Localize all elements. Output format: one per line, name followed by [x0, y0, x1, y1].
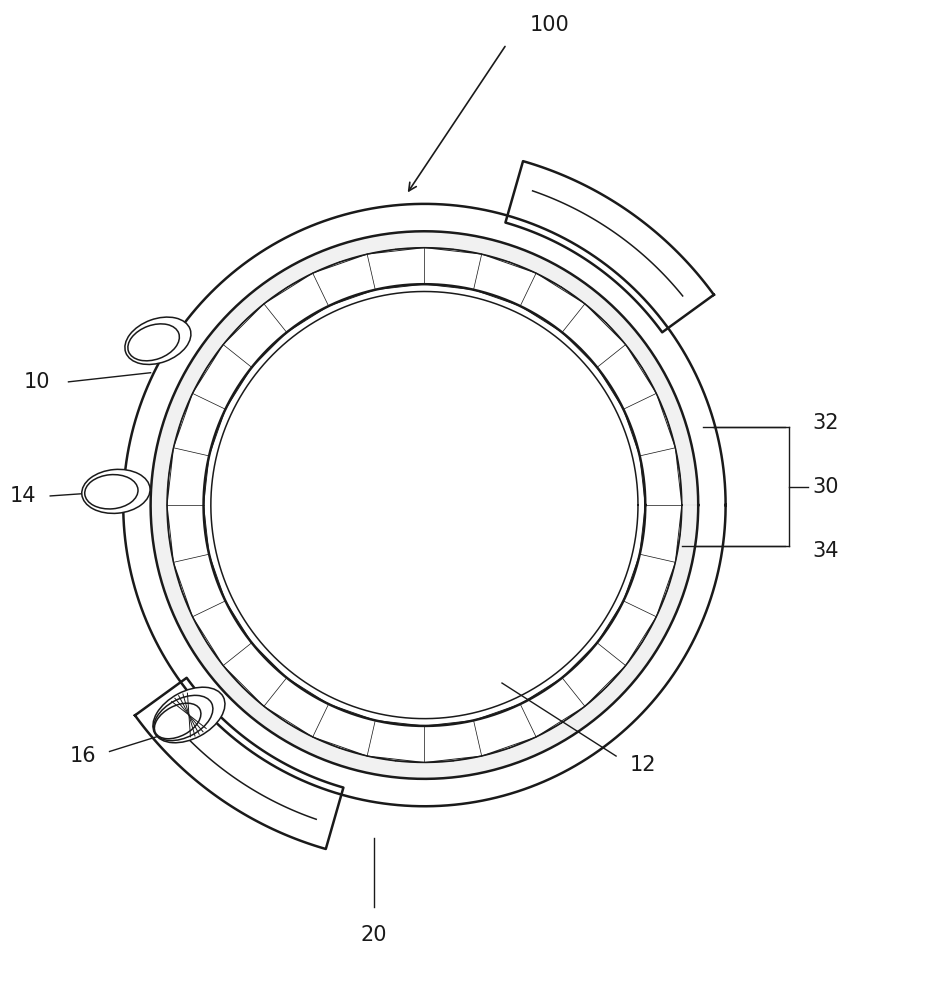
Ellipse shape [125, 317, 191, 364]
Ellipse shape [85, 475, 138, 509]
Ellipse shape [153, 687, 225, 743]
Text: 34: 34 [812, 541, 839, 561]
Polygon shape [135, 678, 344, 849]
Text: 16: 16 [69, 746, 96, 766]
Text: 14: 14 [10, 486, 36, 506]
Polygon shape [151, 231, 698, 779]
Text: 30: 30 [812, 477, 839, 497]
Ellipse shape [128, 324, 180, 361]
Polygon shape [506, 161, 714, 332]
Text: 10: 10 [24, 372, 50, 392]
Ellipse shape [155, 703, 201, 739]
Text: 20: 20 [361, 925, 387, 945]
Text: 32: 32 [812, 413, 839, 433]
Text: 100: 100 [530, 15, 569, 35]
Text: 12: 12 [630, 755, 657, 775]
Polygon shape [123, 204, 726, 806]
Ellipse shape [154, 695, 213, 741]
Ellipse shape [81, 469, 150, 513]
